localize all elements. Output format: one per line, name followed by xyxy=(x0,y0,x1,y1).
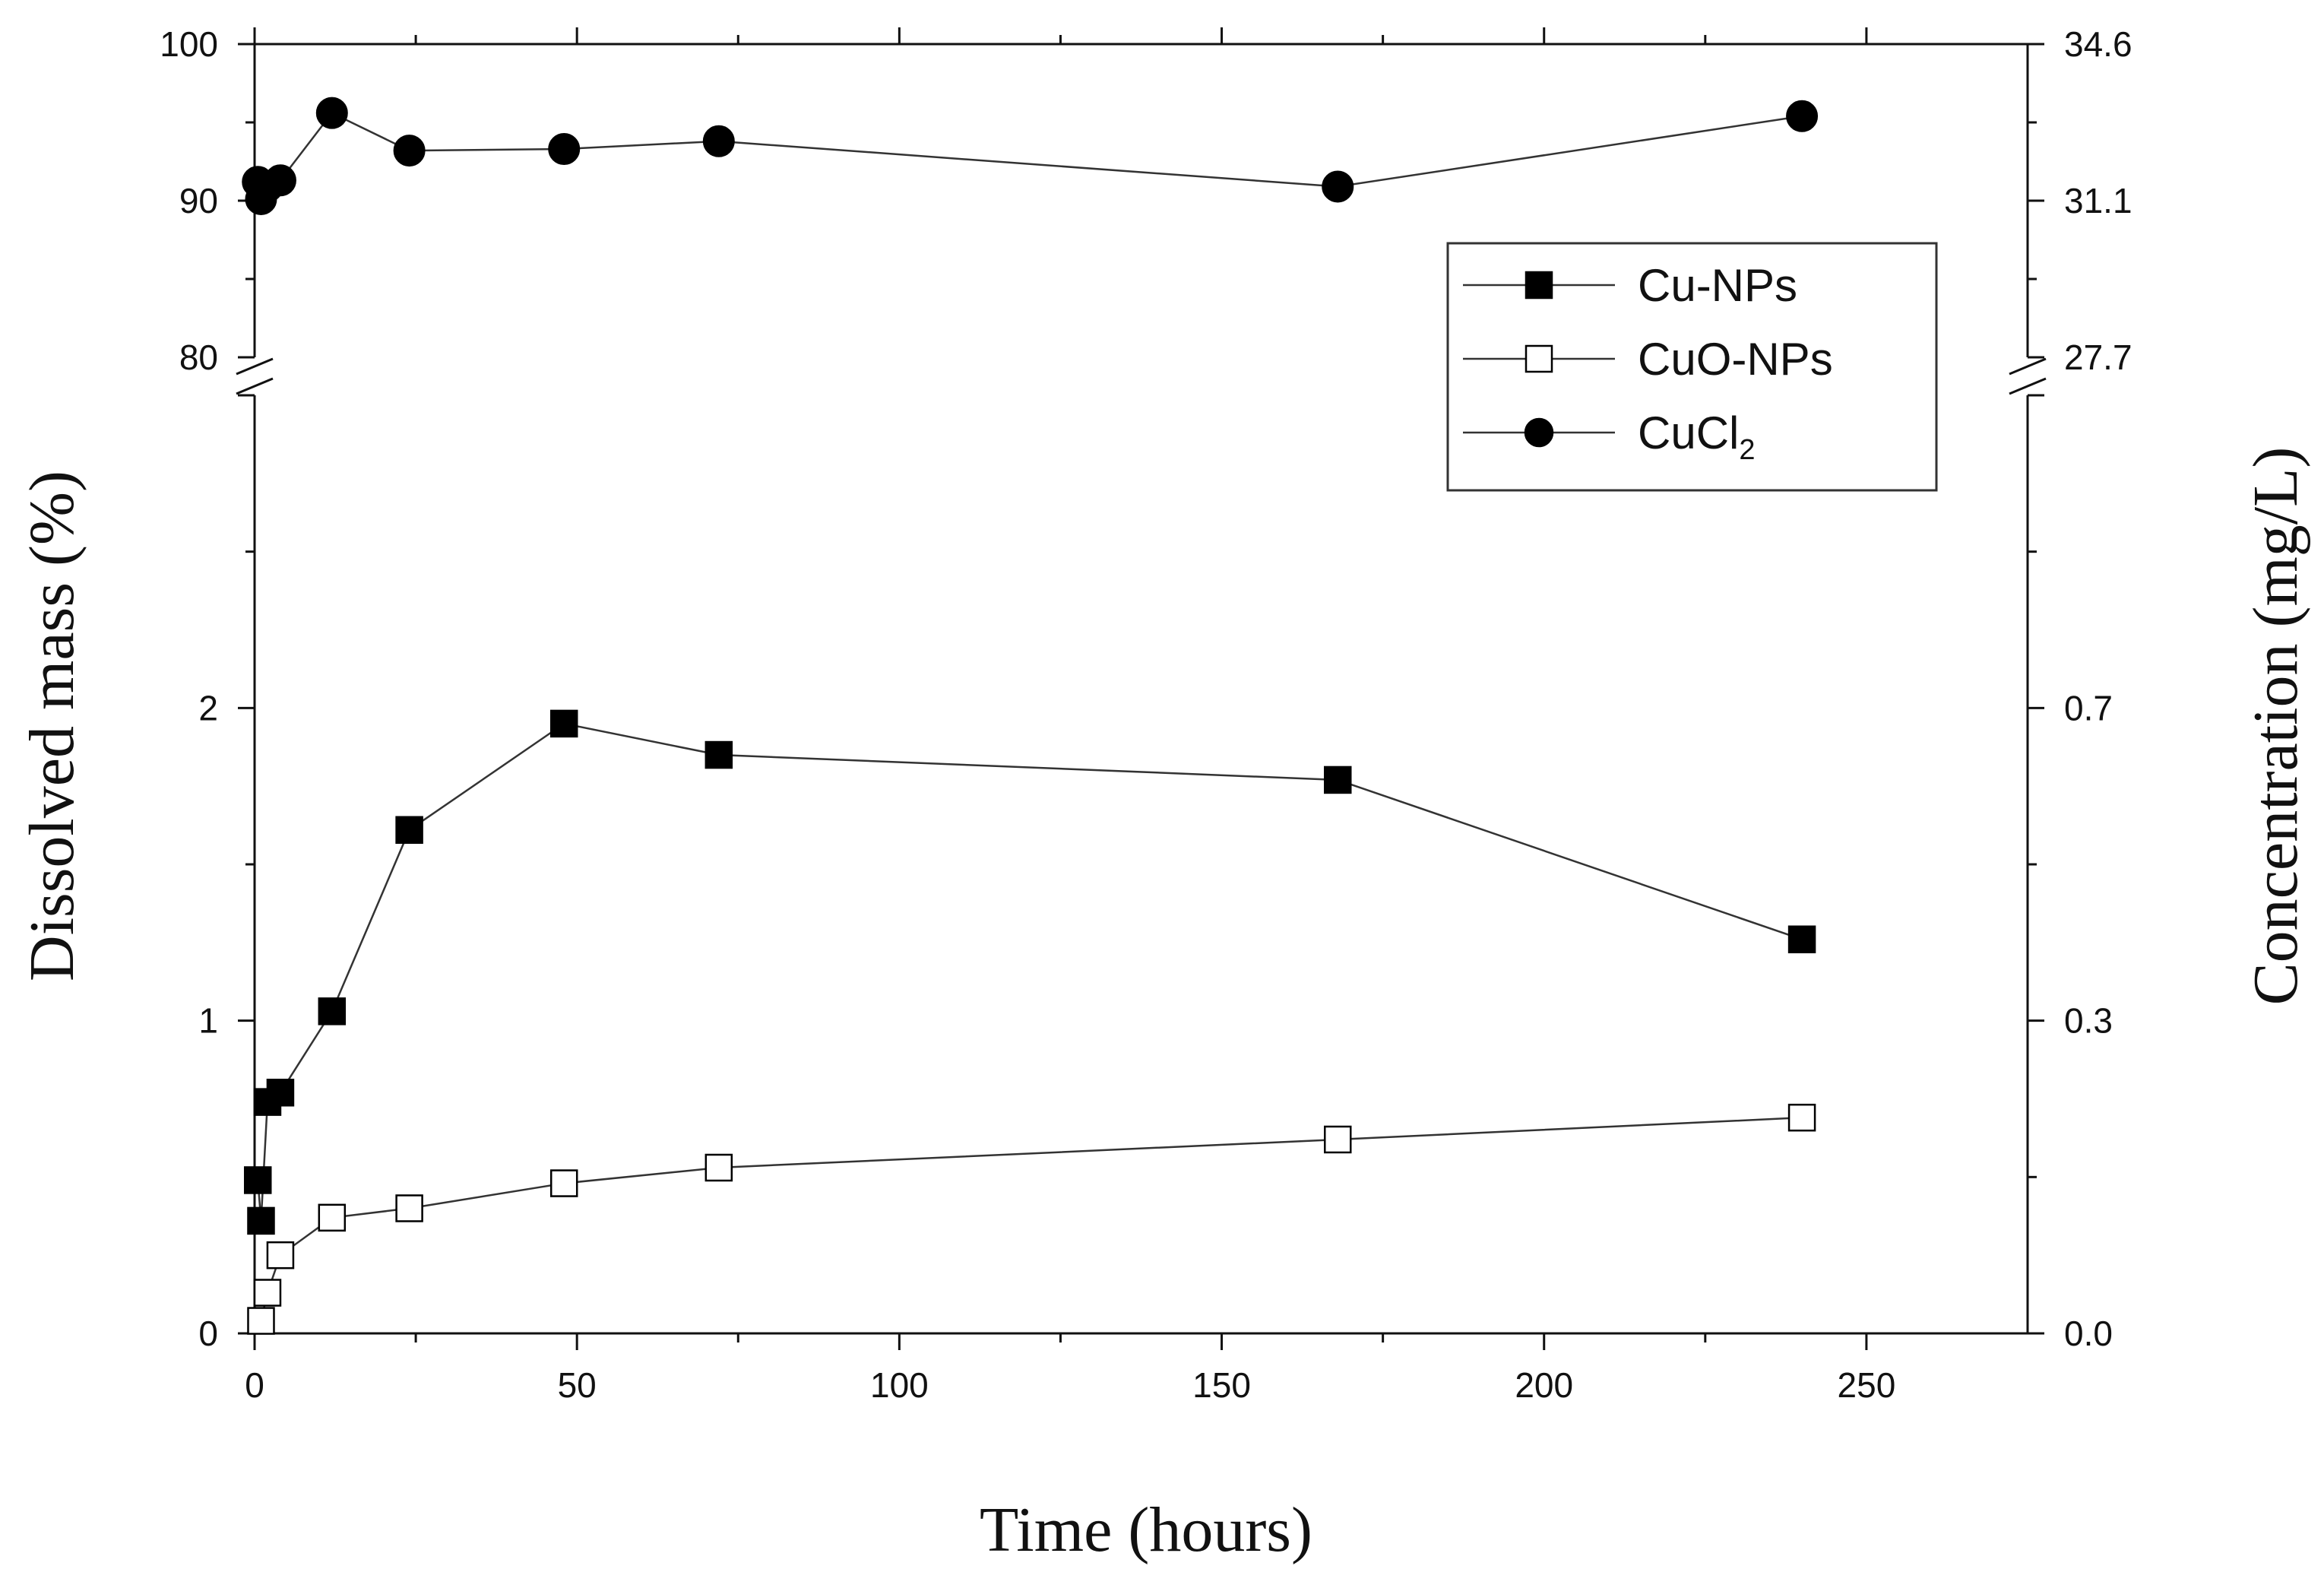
y-axis-title: Dissolved mass (%) xyxy=(17,471,87,981)
data-point xyxy=(1786,100,1819,132)
legend-label-cucl2: CuCl2 xyxy=(1638,407,1756,466)
axes xyxy=(235,43,2047,1335)
series-cu-nps xyxy=(243,709,1816,1235)
legend-label-cu-nps: Cu-NPs xyxy=(1638,260,1797,311)
data-point xyxy=(247,1206,275,1235)
data-series xyxy=(242,97,1819,1335)
y2-axis-title: Concentration (mg/L) xyxy=(2240,447,2311,1006)
axis-break-left xyxy=(235,357,274,395)
y2-tick-label: 0.7 xyxy=(2064,688,2113,728)
y2-tick-label: 27.7 xyxy=(2064,338,2132,377)
data-point xyxy=(315,97,348,129)
series-line xyxy=(256,722,1803,1222)
y2-tick-label: 31.1 xyxy=(2064,181,2132,220)
data-point xyxy=(704,1153,733,1182)
y-tick-label: 0 xyxy=(198,1314,218,1353)
data-point xyxy=(1324,766,1352,794)
x-tick-label: 0 xyxy=(245,1365,264,1405)
data-point xyxy=(549,709,578,738)
y-tick-label: 2 xyxy=(198,688,218,728)
data-point xyxy=(318,997,347,1025)
data-point xyxy=(264,164,296,197)
y2-tick-label: 0.0 xyxy=(2064,1314,2113,1353)
series-line xyxy=(257,112,1803,202)
data-point xyxy=(266,1079,295,1107)
data-point xyxy=(549,1169,578,1197)
series-cuo-nps xyxy=(247,1103,1816,1335)
series-cucl xyxy=(242,97,1819,215)
data-point xyxy=(243,1166,272,1194)
data-point xyxy=(1324,1125,1352,1154)
data-point xyxy=(1787,1103,1816,1132)
legend-marker-cu-nps xyxy=(1525,271,1553,300)
data-point xyxy=(548,133,581,166)
ticks: 0 50 100 150 200 250 0 0.0 1 0.3 2 0.7 80 27.7 90 31.1 1… xyxy=(160,24,2132,1405)
legend-label-cuo-nps: CuO-NPs xyxy=(1638,334,1833,385)
y-tick-label: 100 xyxy=(160,24,218,64)
x-tick-label: 250 xyxy=(1838,1365,1896,1405)
data-point xyxy=(318,1203,347,1232)
data-point xyxy=(395,1194,423,1222)
series-line xyxy=(260,1116,1803,1321)
x-tick-label: 100 xyxy=(870,1365,929,1405)
y2-tick-label: 34.6 xyxy=(2064,24,2132,64)
data-point xyxy=(702,125,735,157)
data-point xyxy=(395,816,423,845)
legend-label-cucl2-subscript: 2 xyxy=(1739,434,1755,466)
data-point xyxy=(1787,925,1816,953)
data-point xyxy=(266,1241,295,1270)
data-point xyxy=(1322,170,1354,203)
x-tick-label: 200 xyxy=(1515,1365,1573,1405)
axis-break-right xyxy=(2008,357,2047,395)
y-tick-label: 80 xyxy=(179,338,218,377)
y-tick-label: 1 xyxy=(198,1001,218,1041)
data-point xyxy=(253,1279,282,1307)
legend-marker-cucl2 xyxy=(1524,417,1554,448)
y2-tick-label: 0.3 xyxy=(2064,1001,2113,1041)
legend: Cu-NPs CuO-NPs CuCl2 xyxy=(1446,242,1938,492)
data-point xyxy=(393,135,426,167)
x-tick-label: 50 xyxy=(558,1365,597,1405)
x-tick-label: 150 xyxy=(1192,1365,1251,1405)
y-tick-label: 90 xyxy=(179,181,218,220)
data-point xyxy=(247,1307,275,1335)
x-axis-title: Time (hours) xyxy=(980,1495,1312,1565)
legend-label-cucl2-text: CuCl xyxy=(1638,407,1739,458)
data-point xyxy=(704,740,733,769)
legend-marker-cuo-nps xyxy=(1525,344,1553,373)
